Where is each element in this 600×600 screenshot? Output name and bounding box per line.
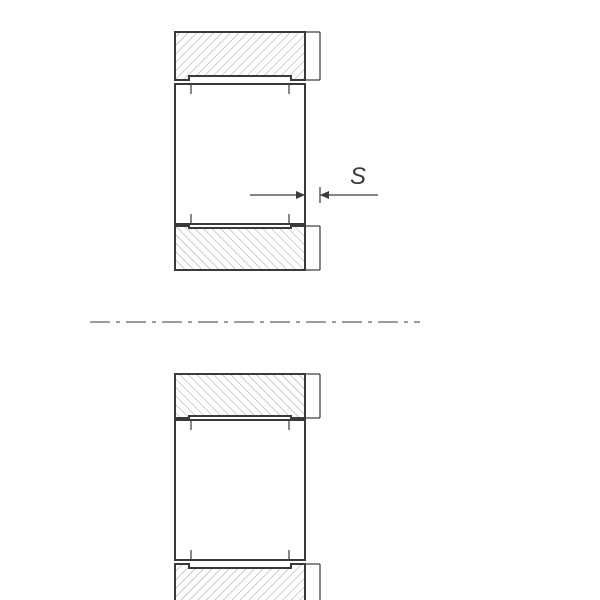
inner-ring-section: [175, 374, 305, 418]
outer-ring-section: [175, 564, 305, 600]
dimension-arrow-right: [320, 191, 329, 199]
dimension-label-s: S: [350, 163, 366, 190]
inner-ring-section: [175, 226, 305, 270]
bearing-lower-half: [175, 374, 320, 600]
bearing-cross-section-diagram: S: [0, 0, 600, 600]
bearing-upper-half: [175, 32, 320, 270]
roller-section: [175, 420, 305, 560]
roller-section: [175, 84, 305, 224]
outer-ring-section: [175, 32, 305, 80]
